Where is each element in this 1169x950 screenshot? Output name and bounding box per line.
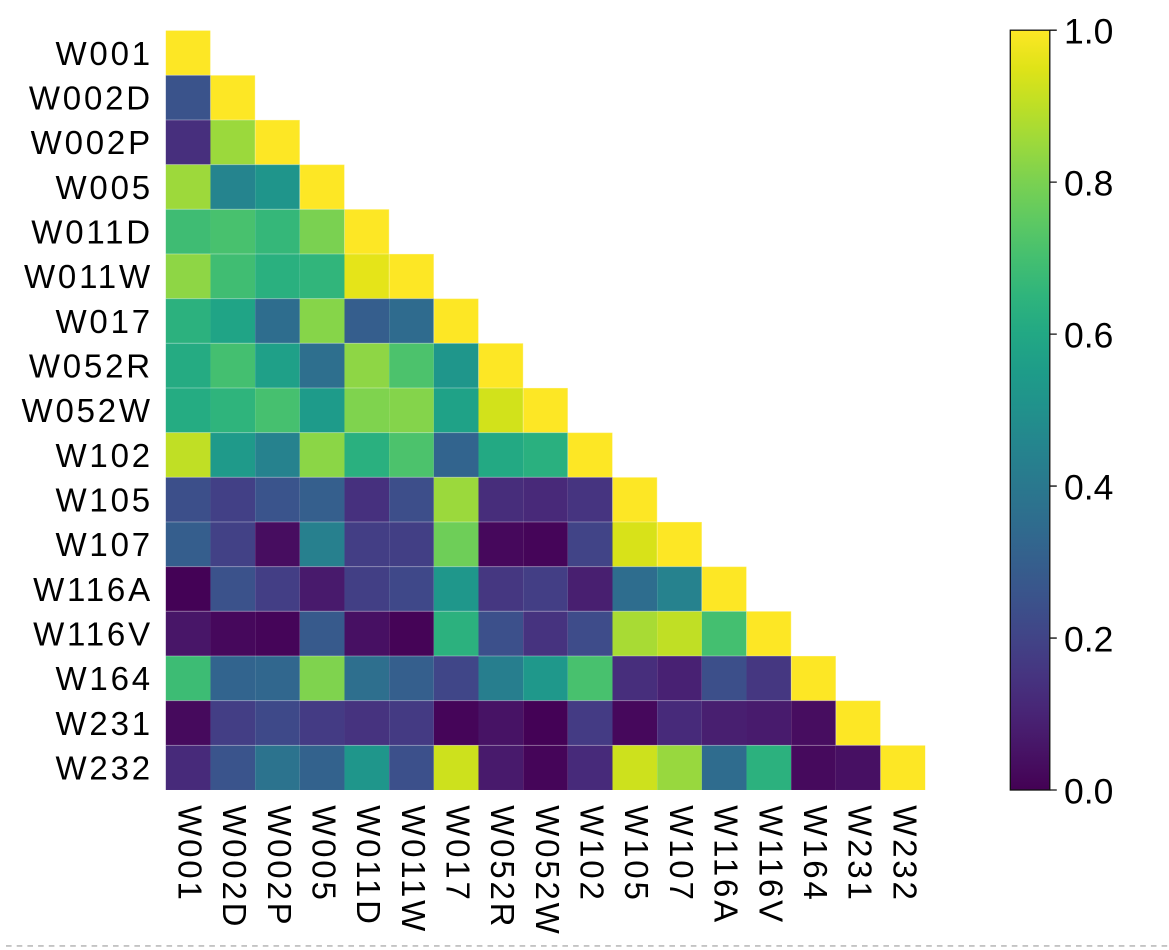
svg-text:W052W: W052W [22,392,153,429]
svg-text:W002P: W002P [261,805,298,927]
svg-text:W002P: W002P [31,124,153,161]
svg-text:W231: W231 [55,705,152,742]
svg-text:W232: W232 [55,750,152,787]
svg-text:W105: W105 [55,482,152,519]
svg-text:0.4: 0.4 [1064,467,1113,507]
svg-text:W105: W105 [618,805,655,902]
svg-text:W011W: W011W [395,805,432,934]
svg-text:W011W: W011W [24,258,153,295]
svg-text:0.0: 0.0 [1064,771,1113,811]
svg-text:W017: W017 [55,303,152,340]
svg-text:W231: W231 [842,805,879,902]
svg-text:W017: W017 [440,805,477,902]
svg-text:W001: W001 [55,35,152,72]
svg-text:W052W: W052W [529,805,566,936]
svg-text:W102: W102 [55,437,152,474]
svg-text:W232: W232 [886,805,923,902]
svg-text:W164: W164 [797,805,834,902]
svg-text:0.8: 0.8 [1064,164,1113,204]
svg-text:W116V: W116V [33,616,153,653]
svg-text:0.6: 0.6 [1064,316,1113,356]
svg-text:W001: W001 [172,805,209,902]
svg-text:0.2: 0.2 [1064,619,1113,659]
svg-text:W011D: W011D [31,214,153,251]
svg-text:W107: W107 [55,526,152,563]
svg-text:W102: W102 [574,805,611,902]
svg-text:W005: W005 [306,805,343,902]
svg-text:W116A: W116A [708,805,745,925]
svg-text:W164: W164 [55,660,152,697]
svg-text:1.0: 1.0 [1064,12,1113,52]
svg-text:W052R: W052R [484,805,521,929]
svg-text:W107: W107 [663,805,700,902]
svg-text:W116A: W116A [33,571,153,608]
svg-text:W002D: W002D [29,80,153,117]
svg-text:W002D: W002D [216,805,253,929]
svg-text:W011D: W011D [350,805,387,927]
svg-text:W005: W005 [55,169,152,206]
svg-text:W116V: W116V [752,805,789,925]
svg-text:W052R: W052R [29,348,153,385]
